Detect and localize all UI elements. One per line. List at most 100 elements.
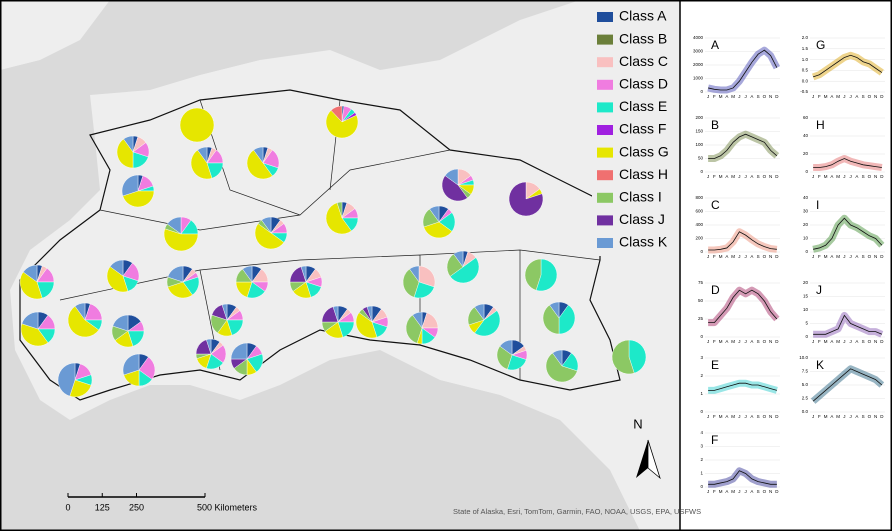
x-tick-label: S [757,174,760,179]
x-tick-label: J [745,489,747,494]
pie-slice [19,271,43,300]
x-tick-label: N [874,339,877,344]
x-tick-label: A [830,174,833,179]
x-tick-label: J [812,339,814,344]
pie-slice [453,250,464,268]
y-tick-label: 10 [803,236,809,241]
y-tick-label: 1000 [693,76,704,81]
x-tick-label: J [738,489,740,494]
y-tick-label: 60 [803,115,809,120]
x-tick-label: J [812,174,814,179]
scale-label: 125 [95,502,110,512]
watershed-boundary [19,89,621,401]
x-tick-label: J [707,94,709,99]
x-tick-label: J [850,414,852,419]
x-tick-label: A [725,414,728,419]
x-tick-label: D [880,339,884,344]
y-tick-label: 3000 [693,49,704,54]
pie-slice [332,305,339,323]
x-tick-label: O [763,174,767,179]
pie-slice [441,175,468,202]
x-tick-label: D [775,94,779,99]
x-tick-label: A [830,339,833,344]
pie-slice [20,323,49,347]
x-tick-label: J [745,414,747,419]
pie-slice [558,304,576,335]
x-tick-label: M [836,254,840,259]
x-tick-label: M [836,414,840,419]
pie-slice [254,223,285,250]
scale-label: 250 [129,502,144,512]
y-tick-label: 10 [803,307,809,312]
x-tick-label: D [775,339,779,344]
pie-slice [552,349,563,367]
legend-swatch [597,192,613,203]
panel-label: J [816,283,822,297]
y-tick-label: 0.0 [802,409,809,414]
y-tick-label: 2.5 [802,396,809,401]
pie-slice [123,135,134,153]
pie-slice [508,181,544,217]
legend-swatch [597,170,613,181]
pie-slice [366,305,373,323]
x-tick-label: J [707,174,709,179]
legend-label: Class D [619,76,668,92]
pie-slice [116,138,134,169]
x-tick-label: M [719,174,723,179]
y-tick-label: 0 [700,484,703,489]
panel-label: H [816,118,825,132]
y-tick-label: 4000 [693,35,704,40]
y-tick-label: 7.5 [802,369,809,374]
y-tick-label: 15 [803,294,809,299]
x-tick-label: A [855,339,858,344]
pie-slice [325,110,359,139]
pie-slice [230,342,248,360]
x-tick-label: J [707,414,709,419]
legend-label: Class F [619,121,666,137]
north-arrow [636,440,648,478]
legend-label: Class C [619,53,668,69]
x-tick-label: M [824,414,828,419]
x-tick-label: M [731,174,735,179]
x-tick-label: A [725,254,728,259]
x-tick-label: D [775,174,779,179]
x-tick-label: M [719,339,723,344]
pie-slice [474,310,501,337]
x-tick-label: O [763,94,767,99]
pie-slice [167,281,193,299]
north-arrow [647,439,661,480]
x-tick-label: F [713,489,716,494]
x-tick-label: A [750,339,753,344]
y-tick-label: 40 [803,195,809,200]
x-tick-label: A [855,254,858,259]
scale-label: 0 [65,502,70,512]
legend-swatch [597,147,613,158]
x-tick-label: M [731,489,735,494]
pie-slice [499,339,513,356]
legend-label: Class H [619,166,668,182]
x-tick-label: F [818,339,821,344]
x-tick-label: J [738,339,740,344]
x-tick-label: J [707,339,709,344]
y-tick-label: 0 [700,89,703,94]
x-tick-label: S [757,414,760,419]
y-tick-label: 0 [700,249,703,254]
x-tick-label: S [757,94,760,99]
x-tick-label: N [874,174,877,179]
x-tick-label: D [880,174,884,179]
y-tick-label: 0 [805,249,808,254]
x-tick-label: A [750,254,753,259]
x-tick-label: M [731,414,735,419]
pie-slice [336,201,343,219]
x-tick-label: N [769,339,772,344]
y-tick-label: 3 [700,444,703,449]
y-tick-label: 600 [695,209,703,214]
pie-slice [57,362,76,397]
x-tick-label: D [775,414,779,419]
y-tick-label: 0 [805,334,808,339]
x-tick-label: M [731,339,735,344]
x-tick-label: S [862,414,865,419]
x-tick-label: S [757,489,760,494]
y-tick-label: 2 [700,373,703,378]
